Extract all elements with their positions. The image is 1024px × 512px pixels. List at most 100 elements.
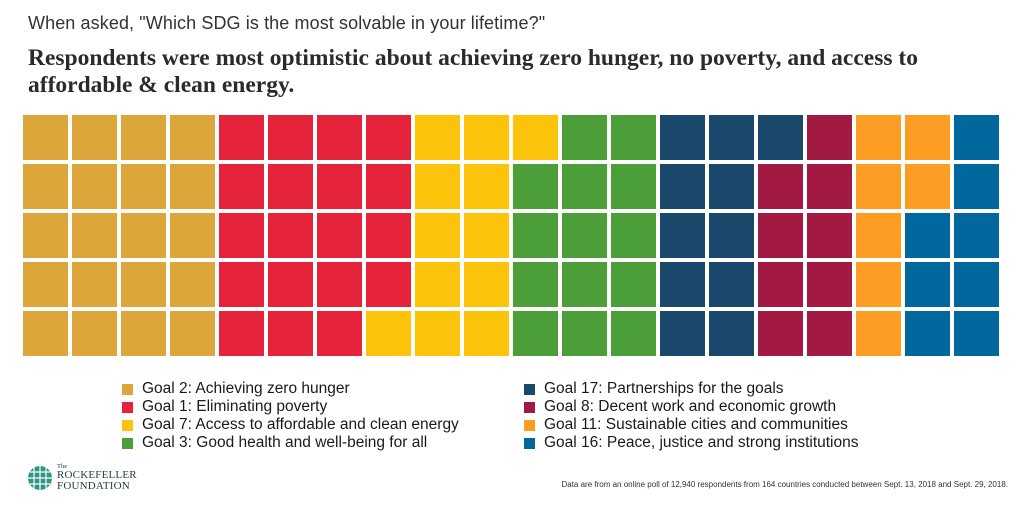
waffle-cell xyxy=(513,311,558,356)
waffle-cell xyxy=(660,311,705,356)
legend-label: Goal 1: Eliminating poverty xyxy=(142,398,328,415)
waffle-cell xyxy=(366,262,411,307)
waffle-cell xyxy=(758,311,803,356)
waffle-cell xyxy=(807,311,852,356)
waffle-cell xyxy=(758,213,803,258)
waffle-cell xyxy=(268,164,313,209)
legend-swatch xyxy=(122,437,133,449)
legend-label: Goal 2: Achieving zero hunger xyxy=(142,380,350,397)
waffle-cell xyxy=(170,311,215,356)
waffle-cell xyxy=(562,311,607,356)
waffle-cell xyxy=(562,213,607,258)
legend-item: Goal 3: Good health and well-being for a… xyxy=(122,434,459,452)
logo-the: The xyxy=(57,463,68,470)
waffle-cell xyxy=(611,262,656,307)
legend-label: Goal 8: Decent work and economic growth xyxy=(544,398,837,415)
waffle-cell xyxy=(121,213,166,258)
waffle-cell xyxy=(856,262,901,307)
waffle-cell xyxy=(72,164,117,209)
rockefeller-foundation-logo: The ROCKEFELLER FOUNDATION xyxy=(27,462,147,498)
legend-right-column: Goal 17: Partnerships for the goals Goal… xyxy=(524,380,859,452)
waffle-cell xyxy=(23,213,68,258)
waffle-cell xyxy=(709,262,754,307)
legend-item: Goal 2: Achieving zero hunger xyxy=(122,380,459,398)
waffle-cell xyxy=(170,115,215,160)
waffle-cell xyxy=(513,115,558,160)
waffle-cell xyxy=(954,262,999,307)
waffle-cell xyxy=(709,115,754,160)
waffle-cell xyxy=(23,262,68,307)
waffle-cell xyxy=(366,164,411,209)
waffle-cell xyxy=(464,262,509,307)
data-source-footnote: Data are from an online poll of 12,940 r… xyxy=(561,480,1008,489)
waffle-cell xyxy=(317,311,362,356)
waffle-cell xyxy=(121,262,166,307)
waffle-cell xyxy=(23,311,68,356)
legend-label: Goal 16: Peace, justice and strong insti… xyxy=(544,434,859,451)
legend-item: Goal 7: Access to affordable and clean e… xyxy=(122,416,459,434)
logo-line-2: FOUNDATION xyxy=(57,480,130,492)
legend-label: Goal 11: Sustainable cities and communit… xyxy=(544,416,848,433)
waffle-cell xyxy=(72,311,117,356)
waffle-cell xyxy=(366,213,411,258)
waffle-cell xyxy=(317,213,362,258)
waffle-cell xyxy=(317,164,362,209)
waffle-cell xyxy=(170,262,215,307)
waffle-cell xyxy=(170,213,215,258)
waffle-cell xyxy=(415,164,460,209)
waffle-cell xyxy=(415,115,460,160)
legend-swatch xyxy=(524,419,535,431)
waffle-cell xyxy=(464,311,509,356)
legend-swatch xyxy=(524,401,535,413)
waffle-cell xyxy=(317,262,362,307)
waffle-cell xyxy=(219,311,264,356)
legend-item: Goal 8: Decent work and economic growth xyxy=(524,398,859,416)
legend-item: Goal 11: Sustainable cities and communit… xyxy=(524,416,859,434)
legend-item: Goal 17: Partnerships for the goals xyxy=(524,380,859,398)
waffle-cell xyxy=(758,164,803,209)
waffle-cell xyxy=(660,115,705,160)
waffle-cell xyxy=(807,262,852,307)
waffle-cell xyxy=(758,262,803,307)
legend-swatch xyxy=(524,383,535,395)
waffle-cell xyxy=(758,115,803,160)
waffle-cell xyxy=(23,164,68,209)
waffle-cell xyxy=(709,164,754,209)
waffle-cell xyxy=(219,262,264,307)
waffle-cell xyxy=(366,311,411,356)
legend-left-column: Goal 2: Achieving zero hunger Goal 1: El… xyxy=(122,380,459,452)
waffle-cell xyxy=(121,311,166,356)
waffle-cell xyxy=(905,311,950,356)
waffle-cell xyxy=(954,213,999,258)
waffle-cell xyxy=(611,164,656,209)
waffle-cell xyxy=(219,213,264,258)
waffle-cell xyxy=(709,213,754,258)
waffle-cell xyxy=(513,262,558,307)
legend-swatch xyxy=(122,419,133,431)
waffle-cell xyxy=(562,262,607,307)
waffle-cell xyxy=(611,213,656,258)
waffle-cell xyxy=(660,213,705,258)
waffle-cell xyxy=(513,164,558,209)
waffle-cell xyxy=(856,164,901,209)
waffle-cell xyxy=(219,164,264,209)
waffle-cell xyxy=(954,115,999,160)
waffle-cell xyxy=(268,115,313,160)
waffle-cell xyxy=(72,262,117,307)
legend-item: Goal 16: Peace, justice and strong insti… xyxy=(524,434,859,452)
waffle-cell xyxy=(268,262,313,307)
waffle-cell xyxy=(317,115,362,160)
waffle-cell xyxy=(268,311,313,356)
waffle-cell xyxy=(856,213,901,258)
waffle-cell xyxy=(464,213,509,258)
waffle-cell xyxy=(856,115,901,160)
waffle-cell xyxy=(807,164,852,209)
waffle-cell xyxy=(415,213,460,258)
waffle-cell xyxy=(562,115,607,160)
waffle-cell xyxy=(954,311,999,356)
waffle-cell xyxy=(268,213,313,258)
waffle-cell xyxy=(660,262,705,307)
legend-swatch xyxy=(524,437,535,449)
waffle-cell xyxy=(611,311,656,356)
